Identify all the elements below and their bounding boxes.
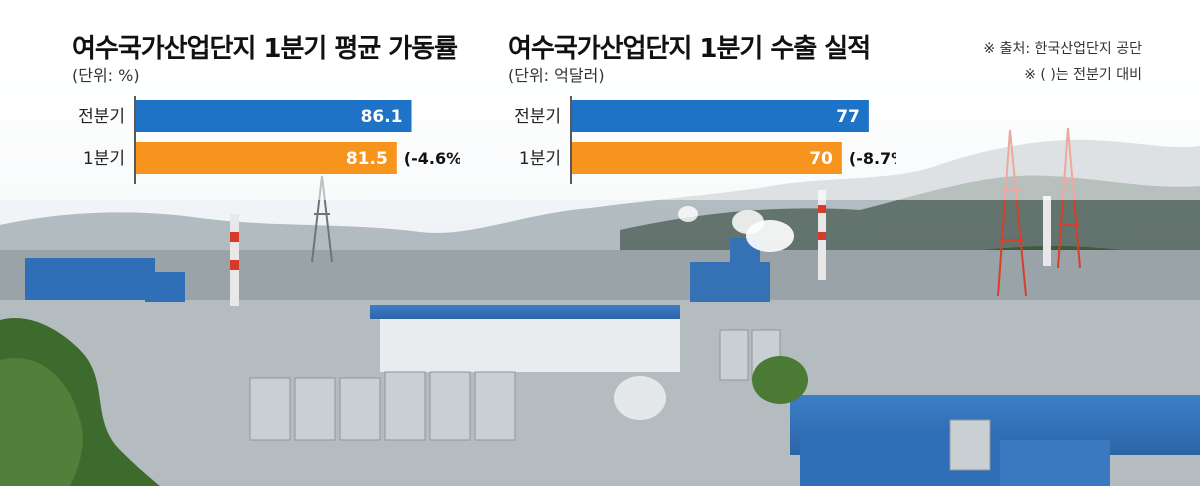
chart1-title: 여수국가산업단지 1분기 평균 가동률 <box>72 34 458 64</box>
category-label: 전분기 <box>514 107 561 127</box>
bar <box>572 142 842 174</box>
category-label: 1분기 <box>519 149 561 169</box>
value-label: 70 <box>809 149 833 169</box>
value-label: 81.5 <box>346 149 388 169</box>
chart2-plot: 전분기 77 1분기 70 (-8.7%) <box>514 96 896 184</box>
bar <box>572 100 869 132</box>
value-label: 77 <box>836 107 860 127</box>
bar <box>136 100 412 132</box>
chart2-title: 여수국가산업단지 1분기 수출 실적 <box>508 34 871 64</box>
change-annotation: (-4.6%p) <box>404 149 460 168</box>
chart1-plot: 전분기 86.1 1분기 81.5 (-4.6%p) <box>78 96 460 184</box>
source-note: ※ 출처: 한국산업단지 공단 <box>983 41 1142 57</box>
category-label: 전분기 <box>78 107 125 127</box>
comparison-note: ※ ( )는 전분기 대비 <box>1024 67 1142 83</box>
bar <box>136 142 397 174</box>
chart1-unit: (단위: %) <box>72 66 140 85</box>
change-annotation: (-8.7%) <box>849 149 896 168</box>
chart2-unit: (단위: 억달러) <box>508 66 605 85</box>
value-label: 86.1 <box>361 107 403 127</box>
category-label: 1분기 <box>83 149 125 169</box>
